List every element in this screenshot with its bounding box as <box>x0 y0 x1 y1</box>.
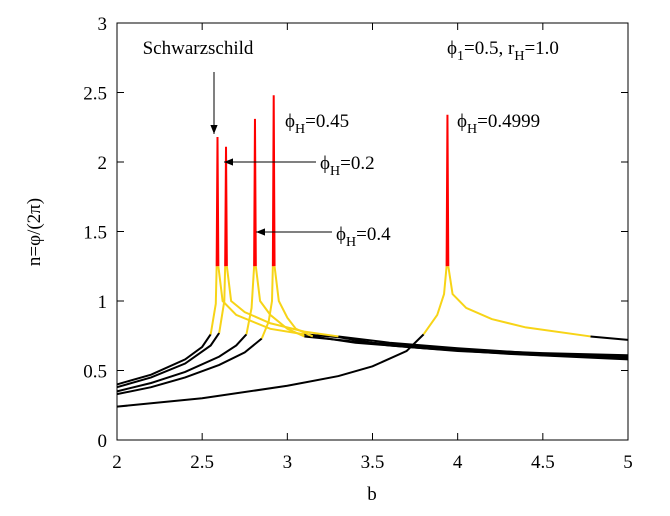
curve-segment <box>116 333 212 386</box>
annotation: ϕH=0.45 <box>285 111 349 137</box>
y-tick-label: 2.5 <box>83 84 107 105</box>
curve-segment <box>116 333 248 393</box>
curve-segment <box>209 266 218 335</box>
x-axis-label: b <box>367 484 377 505</box>
y-tick-label: 0.5 <box>83 362 107 383</box>
annotation: ϕH=0.4 <box>336 224 391 250</box>
annotation: ϕ1=0.5, rH=1.0 <box>447 38 559 64</box>
curve-segment <box>116 333 425 408</box>
curve-segment <box>224 146 228 267</box>
annotation: ϕH=0.4999 <box>457 111 540 137</box>
x-tick-label: 5 <box>623 452 633 473</box>
curve-segment <box>271 95 276 267</box>
curve-segment <box>312 335 629 361</box>
y-axis-label: n=φ/(2π) <box>24 198 45 266</box>
curve-segment <box>445 114 450 267</box>
curve-segment <box>590 335 629 341</box>
curve-segment <box>422 266 448 335</box>
x-tick-label: 4 <box>453 452 463 473</box>
curve-segment <box>116 337 263 396</box>
y-tick-label: 0 <box>98 431 108 452</box>
curve-segment <box>218 266 227 334</box>
curve-segment <box>260 266 274 339</box>
curve-segment <box>116 332 221 389</box>
curve-segment <box>225 266 339 338</box>
x-tick-label: 2.5 <box>190 452 214 473</box>
curve-segment <box>215 136 220 267</box>
y-tick-label: 1 <box>98 292 108 313</box>
y-tick-label: 1.5 <box>83 223 107 244</box>
annotation: ϕH=0.2 <box>320 153 375 179</box>
curve-segment <box>217 266 305 336</box>
y-tick-label: 3 <box>98 14 108 35</box>
x-tick-label: 3.5 <box>361 452 385 473</box>
x-tick-label: 4.5 <box>531 452 555 473</box>
x-tick-label: 2 <box>112 452 122 473</box>
curve-segment <box>273 266 314 338</box>
curve-segment <box>245 266 256 335</box>
curve-segment <box>253 118 257 267</box>
annotation: Schwarzschild <box>143 38 254 59</box>
x-tick-label: 3 <box>283 452 293 473</box>
curve-segment <box>447 266 591 338</box>
plot-area <box>116 95 629 408</box>
curve-segment <box>338 335 629 358</box>
y-tick-label: 2 <box>98 153 108 174</box>
